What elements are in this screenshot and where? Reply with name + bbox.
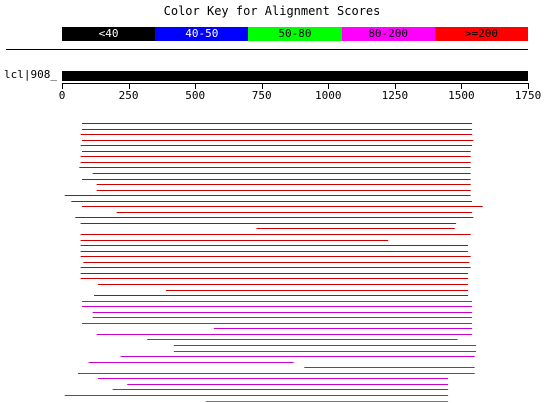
query-label: lcl|908_ [4, 68, 57, 81]
axis-tick [528, 83, 529, 89]
axis-tick [195, 83, 196, 89]
axis-tick-label: 1250 [381, 89, 409, 102]
axis-tick-label: 1500 [448, 89, 475, 102]
axis-tick [129, 83, 130, 89]
color-key-2: 50-80 [248, 27, 342, 41]
color-key-4: >=200 [434, 27, 528, 41]
color-key-3: 80-200 [341, 27, 435, 41]
axis-tick-label: 750 [251, 89, 272, 102]
axis-tick-label: 0 [58, 89, 66, 102]
axis-tick [461, 83, 462, 89]
axis-tick-label: 500 [185, 89, 206, 102]
axis-tick-label: 1750 [514, 89, 542, 102]
query-bar [62, 71, 528, 81]
color-key-title: Color Key for Alignment Scores [163, 4, 381, 18]
axis-tick [395, 83, 396, 89]
query-axis [62, 83, 528, 90]
axis-tick [62, 83, 63, 89]
axis-tick [328, 83, 329, 89]
axis-tick-label: 250 [118, 89, 139, 102]
color-key-0: <40 [62, 27, 156, 41]
color-key-1: 40-50 [155, 27, 249, 41]
divider-line [6, 49, 528, 50]
axis-tick-label: 1000 [315, 89, 342, 102]
axis-tick [262, 83, 263, 89]
